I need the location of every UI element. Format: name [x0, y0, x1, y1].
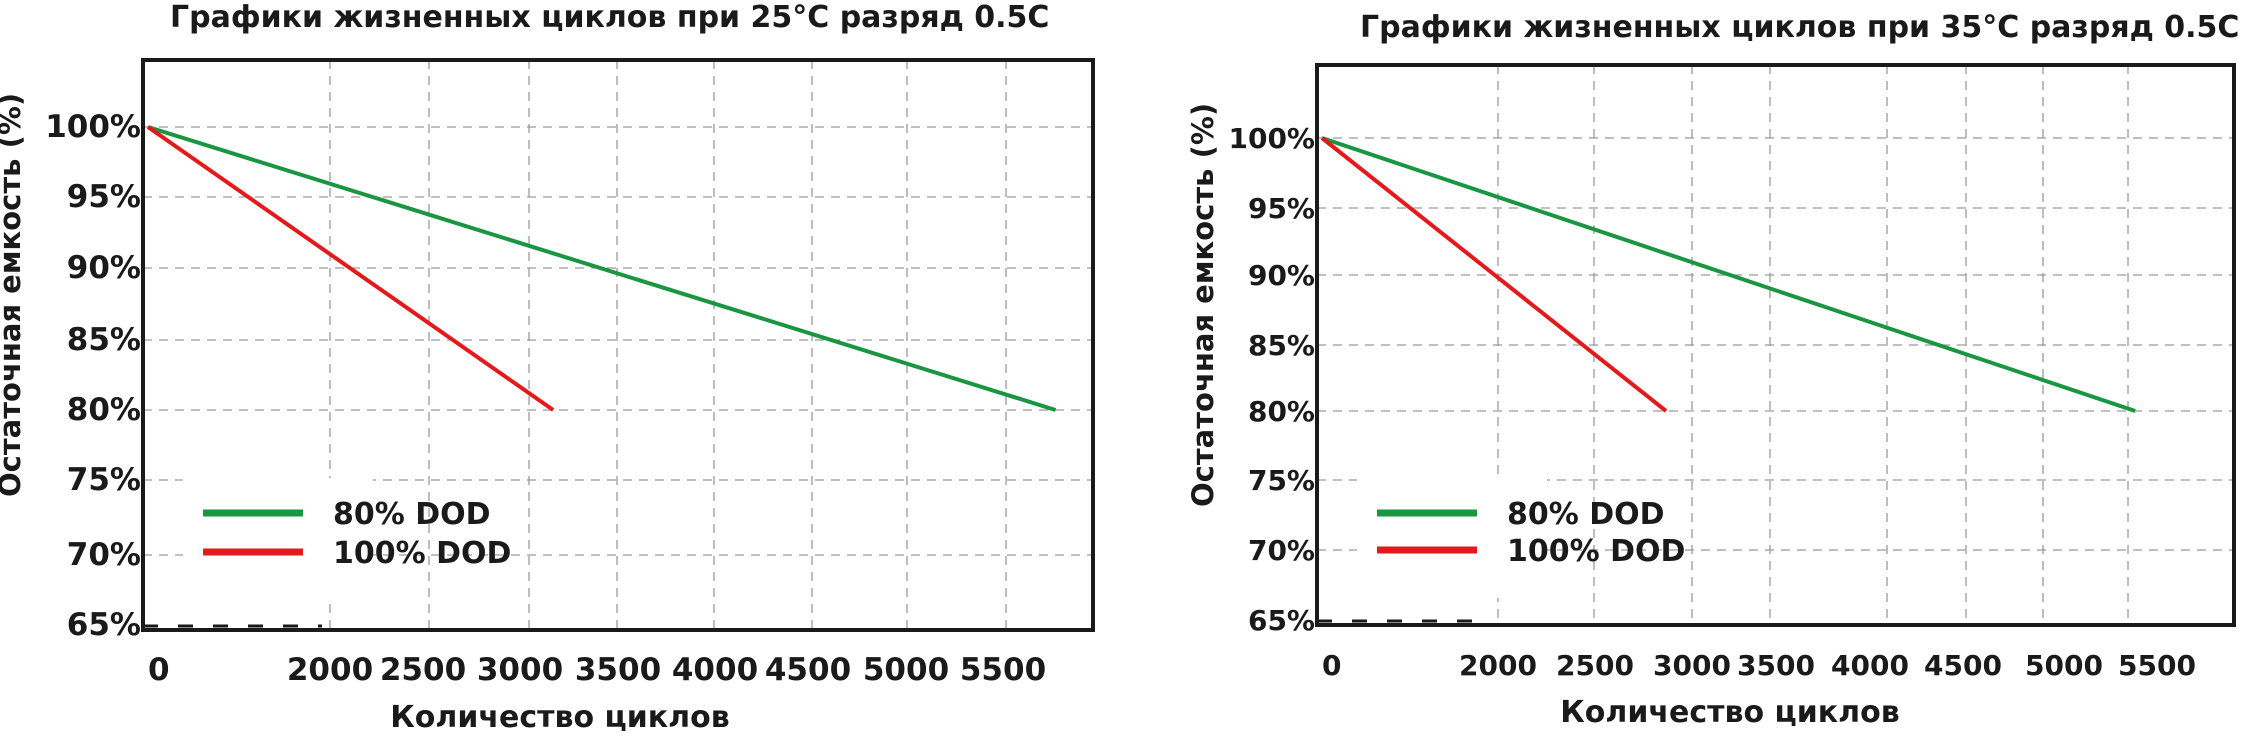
- chart-2-x-tick-label: 3000: [1653, 649, 1731, 682]
- chart-2-x-tick-label: 5000: [2025, 649, 2103, 682]
- chart-1-x-tick-label: 3000: [477, 652, 563, 688]
- chart-2-x-tick-label: 0: [1322, 649, 1341, 682]
- chart-1-y-tick-label: 100%: [45, 109, 141, 145]
- chart-2-legend-label-2: 100% DOD: [1507, 534, 1685, 569]
- chart-2-x-tick-label: 5500: [2118, 649, 2196, 682]
- chart-1-frame: [141, 58, 1095, 632]
- chart-2-x-tick-label: 2500: [1556, 649, 1634, 682]
- chart-2-legend-bg: [1357, 478, 1547, 598]
- chart-1-y-tick-label: 70%: [67, 537, 141, 573]
- chart-2-y-tick-label: 95%: [1248, 192, 1315, 225]
- chart-1-x-tick-label: 4000: [672, 652, 758, 688]
- chart-1-legend-label-1: 80% DOD: [333, 497, 491, 532]
- chart-2-y-tick-label: 100%: [1228, 122, 1315, 155]
- chart-1-y-tick-label: 95%: [67, 179, 141, 215]
- chart-2-legend-label-1: 80% DOD: [1507, 497, 1665, 532]
- chart-1-y-tick-label: 65%: [67, 607, 141, 643]
- chart-1-x-tick-label: 0: [148, 652, 170, 688]
- chart-2-y-tick-label: 65%: [1248, 604, 1315, 637]
- chart-2-x-axis-label: Количество циклов: [1560, 695, 1900, 730]
- chart-1-x-tick-label: 2000: [287, 652, 373, 688]
- chart-1-title: Графики жизненных циклов при 25°С разряд…: [170, 0, 1050, 35]
- chart-1-y-tick-label: 85%: [67, 322, 141, 358]
- chart-1-x-axis-label: Количество циклов: [390, 700, 730, 735]
- chart-1-x-tick-label: 3500: [575, 652, 661, 688]
- chart-2-x-tick-label: 3500: [1737, 649, 1815, 682]
- chart-1-legend-label-2: 100% DOD: [333, 536, 511, 571]
- chart-2-y-tick-label: 80%: [1248, 395, 1315, 428]
- chart-1-x-tick-label: 5500: [960, 652, 1046, 688]
- chart-2-plot: 65% 70% 75% 80% 85% 90% 95% 100% 0 2000 2500 3000 35…: [1228, 63, 2236, 682]
- chart-2-frame: [1315, 63, 2236, 627]
- chart-1-plot: 65% 70% 75% 80% 85% 90% 95% 100% 0 2000 2500 3000 35…: [45, 58, 1095, 688]
- chart-2-y-tick-label: 90%: [1248, 259, 1315, 292]
- chart-1-x-tick-label: 4500: [765, 652, 851, 688]
- chart-2-series-2-line: [1320, 136, 1668, 413]
- chart-1-y-tick-label: 90%: [67, 250, 141, 286]
- chart-2-title: Графики жизненных циклов при 35°С разряд…: [1360, 10, 2240, 45]
- chart-1-y-tick-label: 75%: [67, 462, 141, 498]
- chart-2-x-tick-label: 4500: [1924, 649, 2002, 682]
- chart-2-x-tick-label: 2000: [1459, 649, 1537, 682]
- chart-2-y-tick-label: 85%: [1248, 329, 1315, 362]
- chart-2-y-tick-label: 70%: [1248, 534, 1315, 567]
- chart-2-y-tick-label: 75%: [1248, 464, 1315, 497]
- chart-2-series-1-line: [1321, 136, 2136, 413]
- chart-1-legend-bg: [183, 478, 373, 598]
- chart-1-series-2-line: [146, 125, 555, 412]
- chart-2-x-tick-label: 4000: [1831, 649, 1909, 682]
- chart-1-x-tick-label: 2500: [380, 652, 466, 688]
- chart-1-y-tick-label: 80%: [67, 392, 141, 428]
- chart-1-series-1-line: [147, 125, 1057, 412]
- chart-1-grid: [143, 60, 1093, 630]
- chart-1-x-tick-label: 5000: [863, 652, 949, 688]
